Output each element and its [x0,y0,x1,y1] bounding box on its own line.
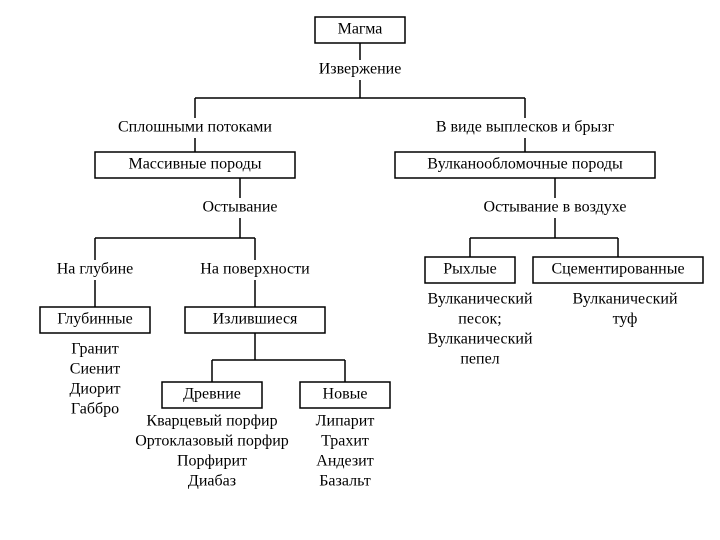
node-volcaniclastic-label: Вулканообломочные породы [427,156,623,173]
node-eruption-label: Извержение [319,61,402,78]
node-cemented_list-line-0: Вулканический [572,291,677,308]
node-plutonic: Глубинные [40,307,150,333]
node-new_list-line-2: Андезит [316,453,373,470]
node-cemented_list: Вулканический туф [572,291,677,328]
node-new_list: Липарит Трахит Андезит Базальт [316,413,375,490]
node-ancient: Древние [162,382,262,408]
node-flows-label: Сплошными потоками [118,119,272,136]
node-loose_list-line-2: Вулканический [427,331,532,348]
node-flows: Сплошными потоками [118,119,272,136]
node-deep-label: На глубине [57,261,134,278]
node-splashes-label: В виде выплесков и брызг [436,119,615,136]
node-new_list-line-1: Трахит [321,433,369,450]
node-plutonic_list-line-0: Гранит [71,341,118,358]
node-magma: Магма [315,17,405,43]
node-loose-label: Рыхлые [443,261,496,278]
node-new_list-line-3: Базальт [319,473,371,490]
node-cooling_air-label: Остывание в воздухе [484,199,627,216]
node-loose_list-line-1: песок; [458,311,501,328]
node-massive: Массивные породы [95,152,295,178]
node-plutonic_list-line-1: Сиенит [70,361,120,378]
node-cooling_air: Остывание в воздухе [484,199,627,216]
node-ancient-label: Древние [183,386,241,403]
node-surface: На поверхности [200,261,310,278]
node-new: Новые [300,382,390,408]
node-magma-label: Магма [338,21,383,38]
classification-diagram: Магма Извержение Сплошными потоками В виде … [0,0,720,540]
node-loose_list-line-3: пепел [460,351,499,368]
node-surface-label: На поверхности [200,261,310,278]
node-cemented_list-line-1: туф [613,311,638,328]
node-massive-label: Массивные породы [128,156,261,173]
node-ancient_list-line-2: Порфирит [177,453,247,470]
node-cooling-label: Остывание [202,199,277,216]
node-splashes: В виде выплесков и брызг [436,119,615,136]
node-eruption: Извержение [319,61,402,78]
node-plutonic_list-line-3: Габбро [71,401,119,418]
node-volcaniclastic: Вулканообломочные породы [395,152,655,178]
node-effusive-label: Излившиеся [213,311,298,328]
node-cemented-label: Сцементированные [551,261,684,278]
node-new-label: Новые [323,386,368,403]
node-ancient_list: Кварцевый порфир Ортоклазовый порфир Порфи… [135,413,289,490]
node-loose_list-line-0: Вулканический [427,291,532,308]
node-plutonic_list: Гранит Сиенит Диорит Габбро [69,341,120,418]
node-cemented: Сцементированные [533,257,703,283]
node-new_list-line-0: Липарит [316,413,375,430]
node-effusive: Излившиеся [185,307,325,333]
node-ancient_list-line-3: Диабаз [188,473,236,490]
node-plutonic_list-line-2: Диорит [69,381,120,398]
node-loose: Рыхлые [425,257,515,283]
node-loose_list: Вулканический песок; Вулканический пепел [427,291,532,368]
node-ancient_list-line-0: Кварцевый порфир [146,413,277,430]
node-plutonic-label: Глубинные [57,311,133,328]
node-deep: На глубине [57,261,134,278]
node-ancient_list-line-1: Ортоклазовый порфир [135,433,289,450]
nodes: Магма Извержение Сплошными потоками В виде … [40,17,703,490]
node-cooling: Остывание [202,199,277,216]
